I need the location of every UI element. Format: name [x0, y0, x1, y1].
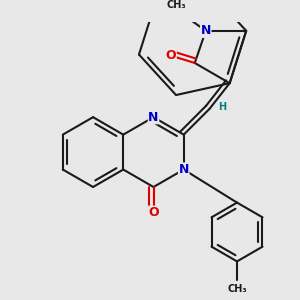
Text: H: H — [218, 102, 226, 112]
Text: O: O — [166, 49, 176, 62]
Text: N: N — [148, 111, 159, 124]
Text: CH₃: CH₃ — [227, 284, 247, 294]
Text: N: N — [201, 24, 211, 37]
Text: O: O — [148, 206, 159, 219]
Text: CH₃: CH₃ — [167, 0, 186, 10]
Text: N: N — [178, 163, 189, 176]
